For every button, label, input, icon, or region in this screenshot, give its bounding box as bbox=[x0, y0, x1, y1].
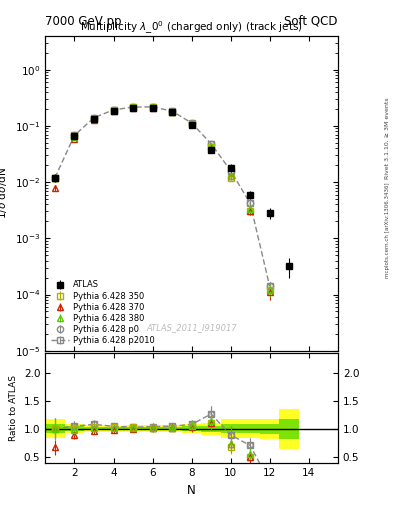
Title: Multiplicity $\lambda\_0^0$ (charged only) (track jets): Multiplicity $\lambda\_0^0$ (charged onl… bbox=[80, 19, 303, 36]
Text: ATLAS_2011_I919017: ATLAS_2011_I919017 bbox=[146, 323, 237, 332]
Y-axis label: Ratio to ATLAS: Ratio to ATLAS bbox=[9, 375, 18, 441]
Text: Rivet 3.1.10, ≥ 3M events: Rivet 3.1.10, ≥ 3M events bbox=[385, 97, 389, 179]
Text: 7000 GeV pp: 7000 GeV pp bbox=[45, 15, 122, 28]
Text: Soft QCD: Soft QCD bbox=[285, 15, 338, 28]
X-axis label: N: N bbox=[187, 484, 196, 497]
Text: mcplots.cern.ch [arXiv:1306.3436]: mcplots.cern.ch [arXiv:1306.3436] bbox=[385, 183, 389, 278]
Y-axis label: 1/$\sigma$ d$\sigma$/dN: 1/$\sigma$ d$\sigma$/dN bbox=[0, 167, 9, 219]
Legend: ATLAS, Pythia 6.428 350, Pythia 6.428 370, Pythia 6.428 380, Pythia 6.428 p0, Py: ATLAS, Pythia 6.428 350, Pythia 6.428 37… bbox=[50, 279, 156, 347]
